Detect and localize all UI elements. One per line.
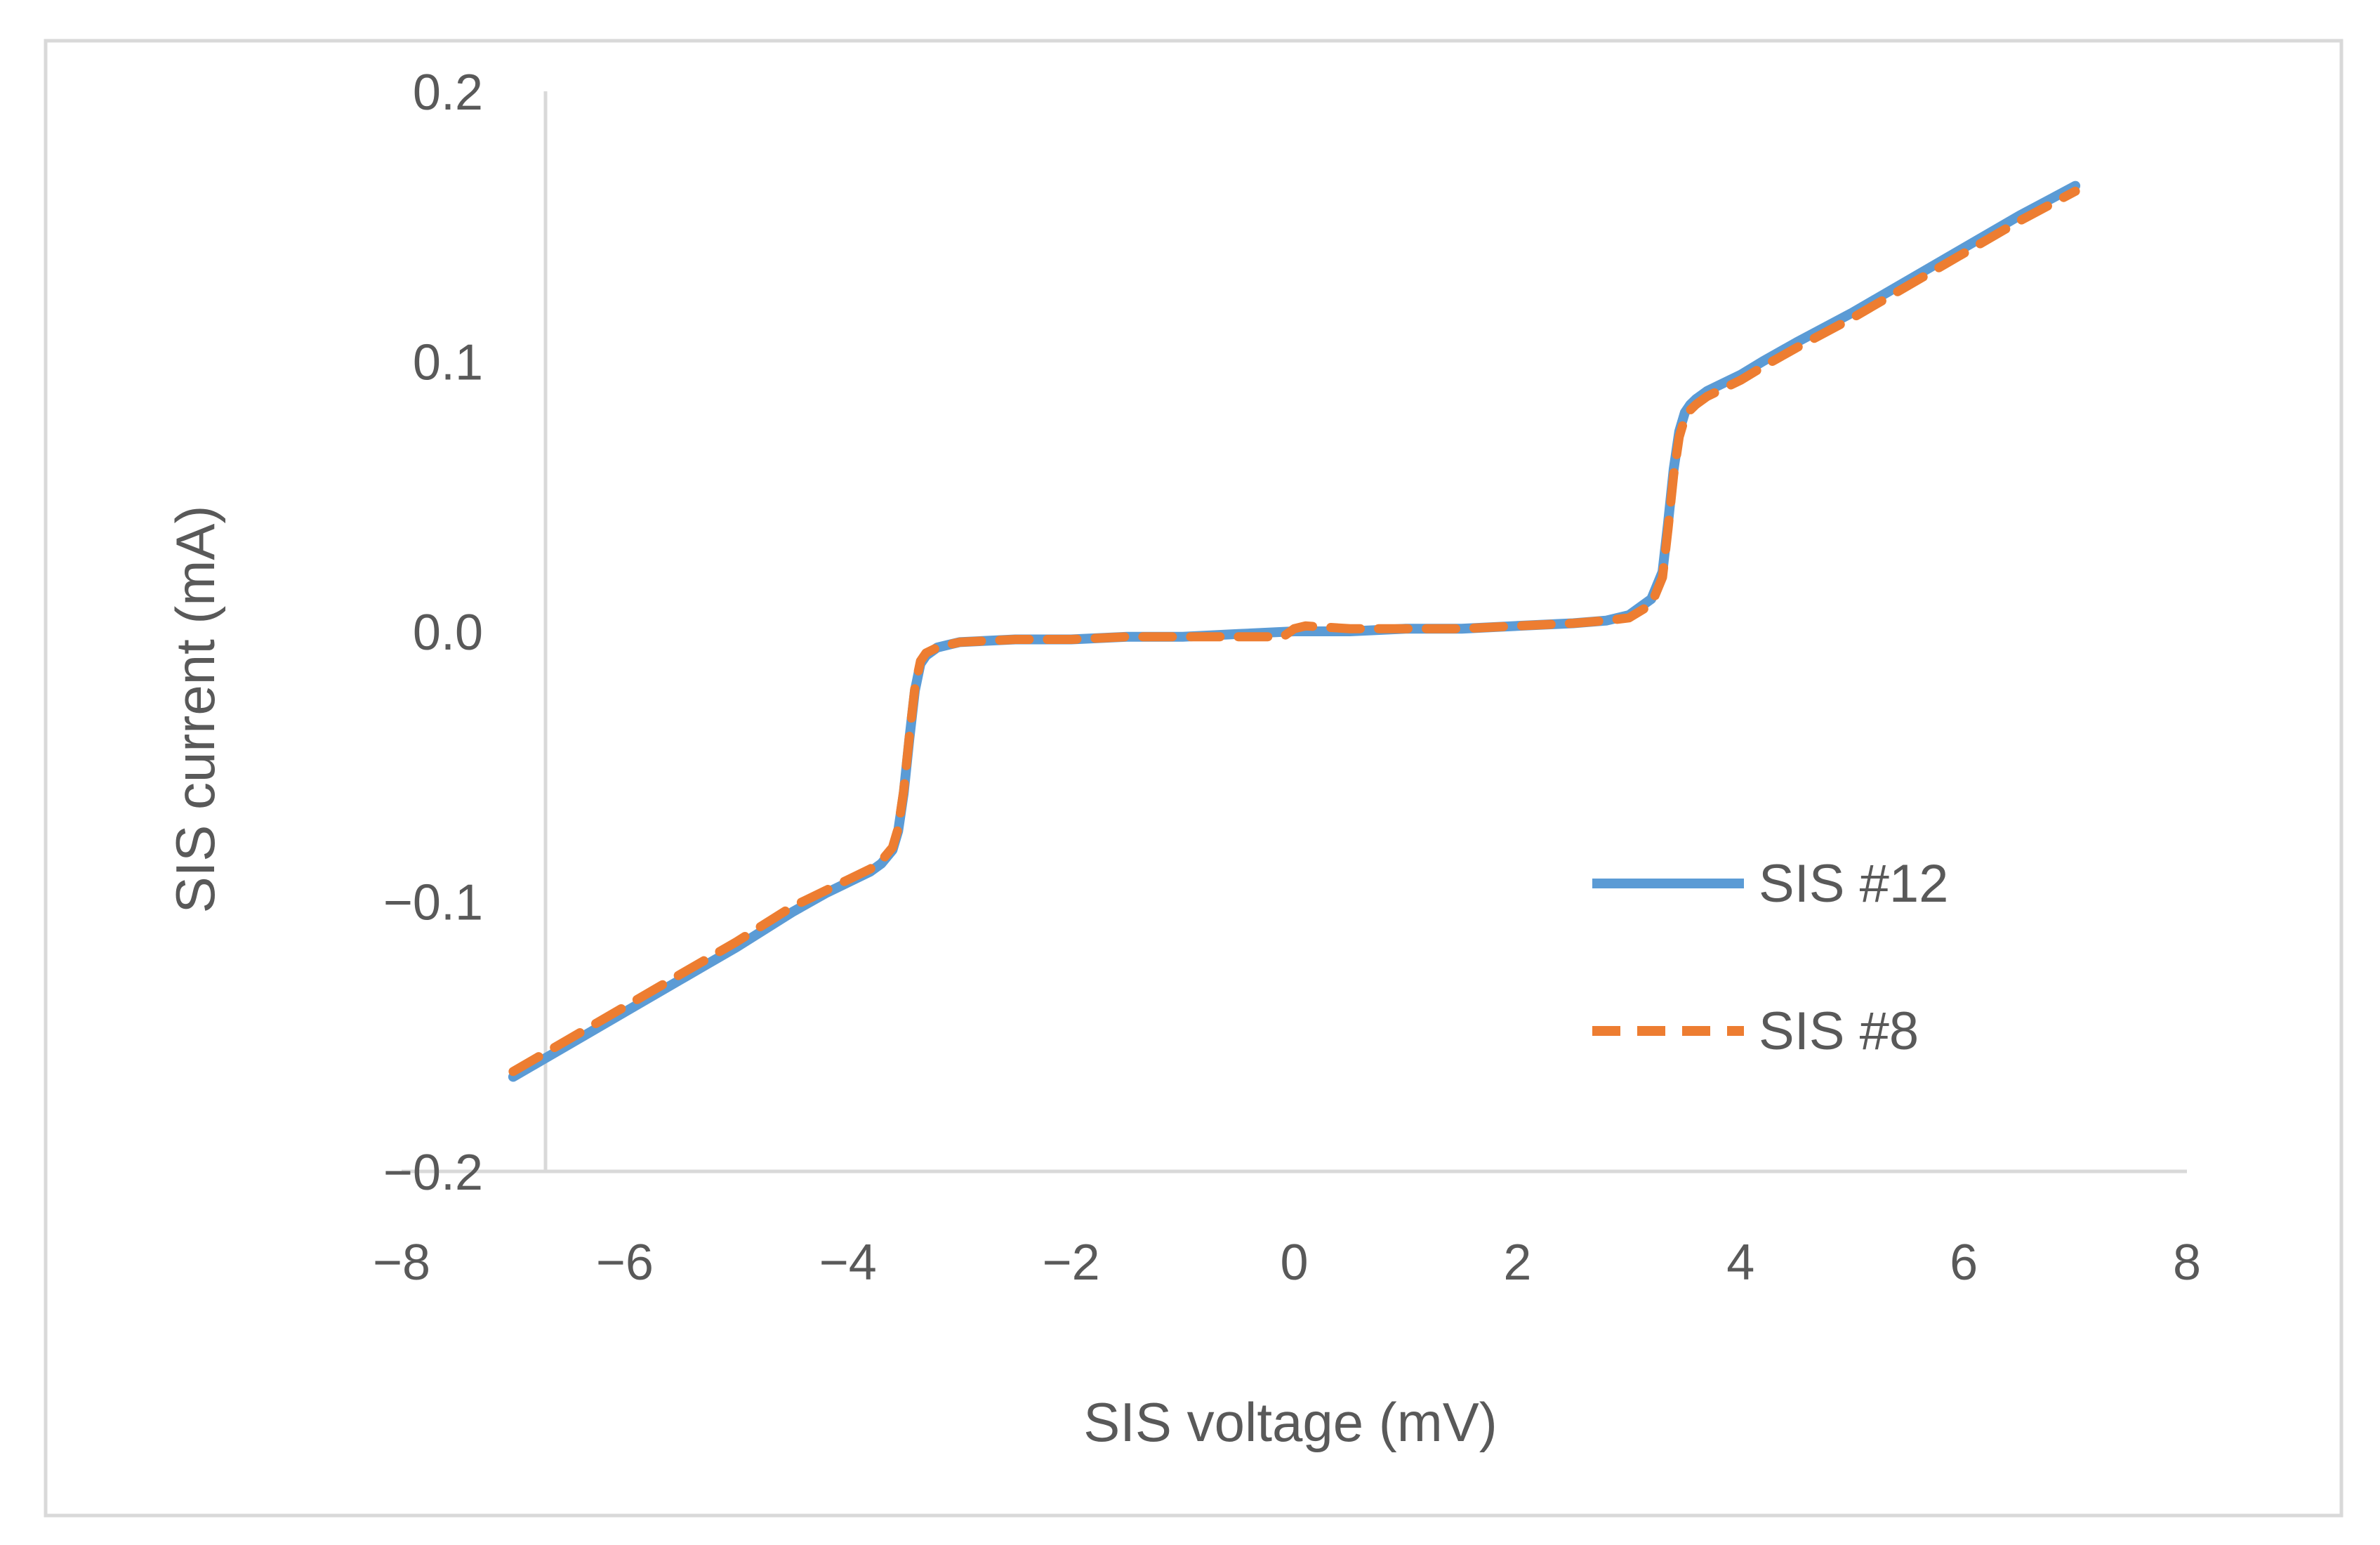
- legend-label-sis-12: SIS #12: [1759, 854, 1948, 914]
- x-axis-title: SIS voltage (mV): [1083, 1391, 1498, 1453]
- x-tick-label: 8: [2173, 1235, 2201, 1291]
- x-tick-label: 2: [1503, 1235, 1531, 1291]
- series-line-sis-8: [508, 186, 2080, 1077]
- x-tick-label: 4: [1726, 1235, 1754, 1291]
- legend: SIS #12 SIS #8: [1592, 854, 1948, 1061]
- x-tick-label: −2: [1043, 1235, 1100, 1291]
- x-tick-labels: −8 −6 −4 −2 0 2 4 6 8: [373, 1235, 2201, 1291]
- y-axis-title: SIS current (mA): [164, 506, 226, 914]
- y-tick-label: 0.1: [413, 335, 483, 391]
- y-tick-labels: −0.2 −0.1 0.0 0.1 0.2: [383, 65, 483, 1201]
- x-tick-label: −4: [819, 1235, 877, 1291]
- x-tick-label: 6: [1950, 1235, 1978, 1291]
- y-tick-label: −0.2: [383, 1145, 483, 1201]
- x-tick-label: −6: [596, 1235, 654, 1291]
- x-tick-label: −8: [373, 1235, 430, 1291]
- x-tick-label: 0: [1280, 1235, 1308, 1291]
- chart-border: [44, 39, 2343, 1518]
- y-tick-label: 0.2: [413, 65, 483, 121]
- legend-label-sis-8: SIS #8: [1759, 1001, 1919, 1061]
- series-layer: [508, 180, 2081, 1082]
- y-tick-label: −0.1: [383, 875, 483, 931]
- y-tick-label: 0.0: [413, 605, 483, 661]
